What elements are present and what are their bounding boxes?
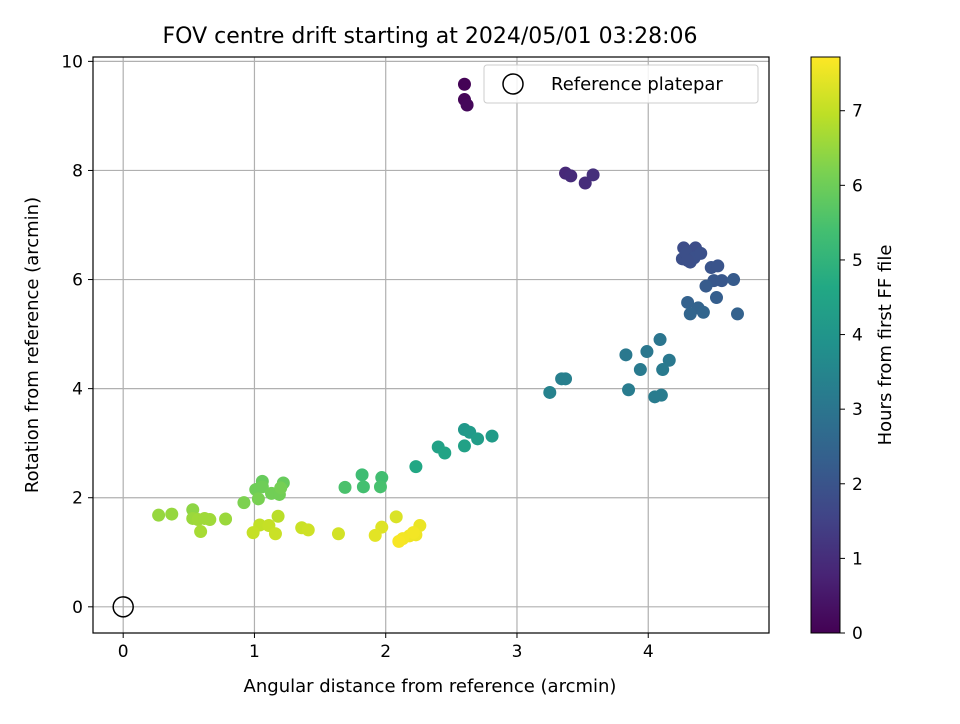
colorbar-gradient — [810, 56, 841, 634]
data-point — [460, 98, 474, 112]
x-tick-label: 2 — [380, 642, 391, 662]
data-points — [112, 77, 744, 618]
chart-title: FOV centre drift starting at 2024/05/01 … — [163, 24, 698, 49]
colorbar: 0 1 2 3 4 5 6 7 Hours from first FF file — [810, 56, 896, 644]
colorbar-label: Hours from first FF file — [875, 245, 896, 446]
data-point — [640, 345, 654, 359]
data-point — [619, 348, 633, 362]
data-point — [559, 372, 573, 386]
grid-lines — [93, 57, 769, 633]
data-point — [683, 307, 697, 321]
data-point — [194, 525, 208, 539]
data-point — [709, 291, 723, 305]
data-point — [389, 510, 403, 524]
y-tick-label: 8 — [72, 161, 83, 181]
data-point — [633, 363, 647, 377]
x-tick-label: 3 — [512, 642, 523, 662]
data-point — [198, 511, 212, 525]
data-point — [699, 279, 713, 293]
x-tick-label: 0 — [118, 642, 129, 662]
data-point — [165, 507, 179, 521]
colorbar-ticks: 0 1 2 3 4 5 6 7 — [840, 102, 863, 644]
colorbar-tick-label: 1 — [852, 549, 863, 569]
data-point — [219, 512, 233, 526]
colorbar-tick-label: 5 — [852, 251, 863, 271]
legend-marker-reference — [502, 73, 524, 95]
y-tick-label: 4 — [72, 380, 83, 400]
y-axis-label: Rotation from reference (arcmin) — [22, 197, 43, 493]
data-point — [711, 259, 725, 273]
axes: 0 1 2 3 4 0 2 4 6 8 10 — [61, 52, 770, 662]
data-point — [368, 528, 382, 542]
data-point — [485, 429, 499, 443]
data-point — [301, 523, 315, 537]
data-point — [255, 480, 269, 494]
data-point — [251, 492, 265, 506]
data-point — [457, 77, 471, 91]
data-point — [654, 388, 668, 402]
data-point — [373, 480, 387, 494]
colorbar-tick-label: 6 — [852, 176, 863, 196]
data-point — [338, 480, 352, 494]
data-point — [662, 353, 676, 367]
x-axis-label: Angular distance from reference (arcmin) — [244, 676, 617, 697]
data-point — [246, 526, 260, 540]
data-point — [543, 385, 557, 399]
data-point — [438, 446, 452, 460]
plot-frame — [92, 56, 770, 634]
data-point — [152, 508, 166, 522]
data-point — [409, 460, 423, 474]
data-point — [268, 527, 282, 541]
x-tick-label: 4 — [643, 642, 654, 662]
data-point — [471, 432, 485, 446]
data-point — [356, 480, 370, 494]
data-point — [355, 468, 369, 482]
data-point — [622, 383, 636, 397]
colorbar-tick-label: 2 — [852, 475, 863, 495]
legend: Reference platepar — [483, 64, 759, 104]
data-point — [727, 273, 741, 287]
data-point — [271, 509, 285, 523]
data-point — [564, 169, 578, 183]
data-point — [681, 295, 695, 309]
x-tick-label: 1 — [249, 642, 260, 662]
data-point — [237, 496, 251, 510]
colorbar-tick-label: 3 — [852, 400, 863, 420]
data-point — [656, 363, 670, 377]
data-point — [681, 253, 695, 267]
data-point — [392, 534, 406, 548]
y-tick-label: 10 — [61, 52, 83, 72]
colorbar-tick-label: 0 — [852, 624, 863, 644]
y-tick-label: 2 — [72, 489, 83, 509]
y-tick-label: 6 — [72, 271, 83, 291]
data-point — [406, 526, 420, 540]
legend-label-reference: Reference platepar — [551, 74, 723, 95]
data-point — [730, 307, 744, 321]
colorbar-tick-label: 7 — [852, 102, 863, 122]
colorbar-tick-label: 4 — [852, 326, 863, 346]
data-point — [715, 274, 729, 288]
data-point — [694, 246, 708, 260]
data-point — [653, 333, 667, 347]
data-point — [586, 168, 600, 182]
data-point — [331, 527, 345, 541]
data-point — [457, 439, 471, 453]
data-point — [578, 176, 592, 190]
data-point — [274, 481, 288, 495]
y-tick-label: 0 — [72, 598, 83, 618]
data-point — [696, 305, 710, 319]
legend-frame — [483, 64, 759, 104]
reference-point-marker — [112, 596, 134, 618]
